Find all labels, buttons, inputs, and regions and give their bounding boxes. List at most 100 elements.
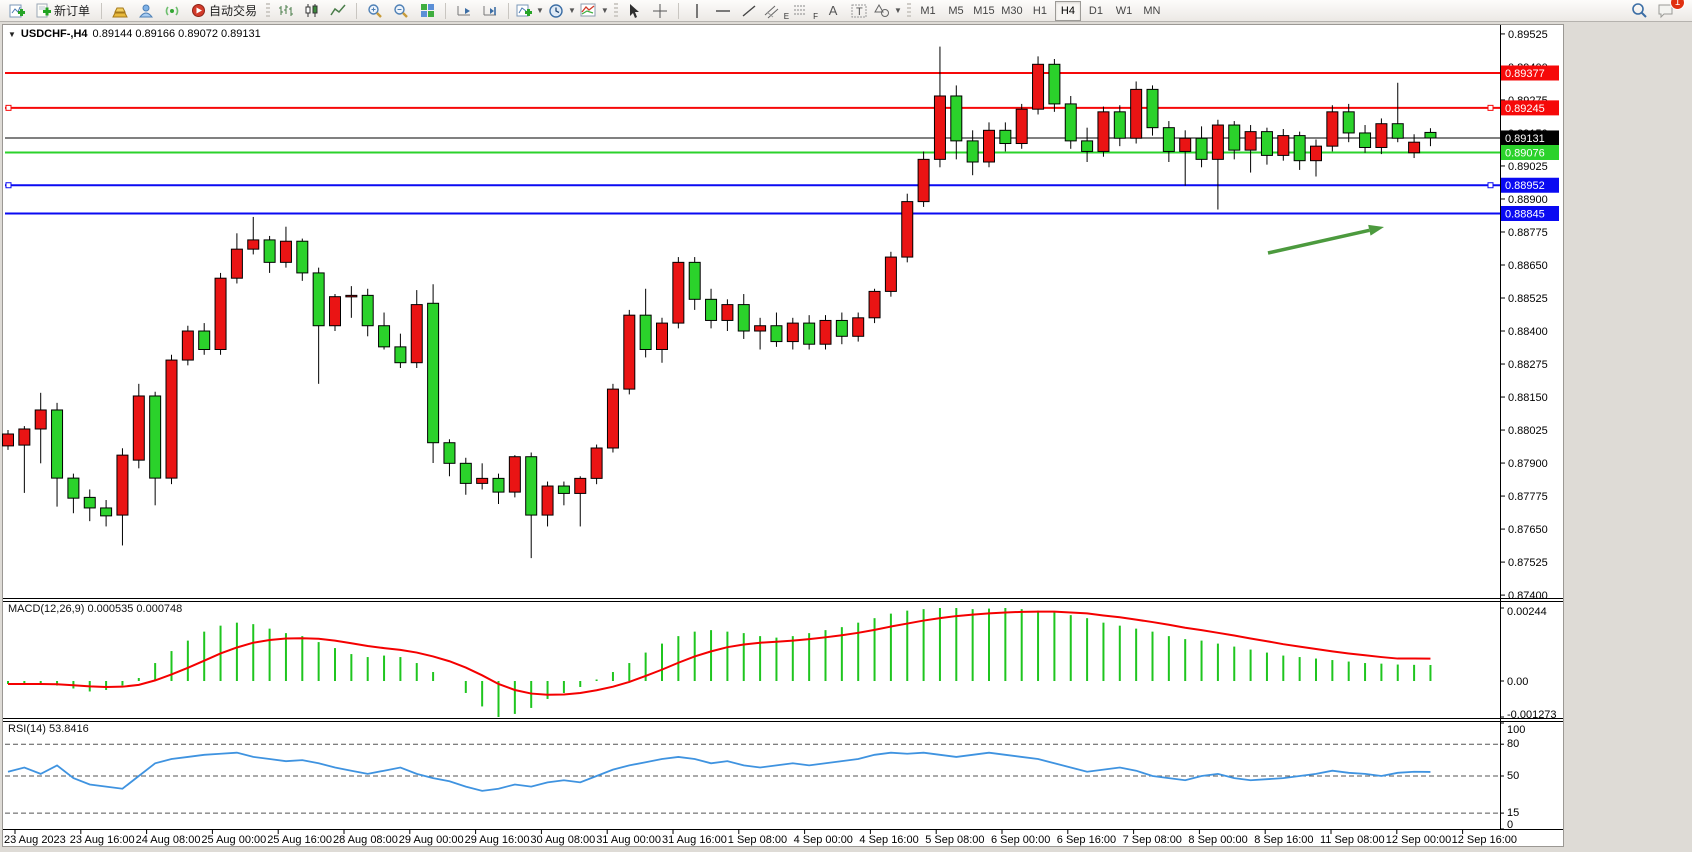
signal-button[interactable] — [159, 1, 185, 21]
chart-title: ▼ USDCHF-,H4 0.89144 0.89166 0.89072 0.8… — [8, 28, 261, 40]
cursor-icon — [629, 3, 639, 18]
auto-scroll-button[interactable] — [451, 1, 477, 21]
indicator-axes[interactable]: 0.00244 0.00 -0.001273 100 80 50 150 — [1500, 606, 1557, 831]
text-label-icon: T — [851, 4, 867, 18]
svg-text:0.88025: 0.88025 — [1508, 425, 1548, 437]
template-chart-icon — [516, 4, 533, 17]
crosshair-tool-button[interactable] — [647, 1, 673, 21]
svg-text:0.89131: 0.89131 — [1505, 133, 1545, 145]
svg-text:28 Aug 08:00: 28 Aug 08:00 — [333, 834, 398, 846]
trendline-tool-button[interactable] — [736, 1, 762, 21]
svg-text:24 Aug 08:00: 24 Aug 08:00 — [136, 834, 201, 846]
tile-windows-button[interactable] — [414, 1, 440, 21]
macd-indicator-label: MACD(12,26,9) 0.000535 0.000748 — [8, 603, 183, 615]
order-doc-icon — [36, 3, 51, 18]
timeframe-m30-button[interactable]: M30 — [1001, 4, 1023, 17]
text-tool-letter: A — [828, 3, 838, 18]
zoom-in-icon — [368, 3, 382, 18]
rsi-panel — [5, 743, 1500, 814]
svg-text:12 Sep 16:00: 12 Sep 16:00 — [1452, 834, 1517, 846]
candlestick-icon — [305, 4, 318, 17]
community-icon — [139, 4, 154, 18]
svg-text:0.88900: 0.88900 — [1508, 194, 1548, 206]
svg-text:4 Sep 16:00: 4 Sep 16:00 — [859, 834, 918, 846]
channel-tool-button[interactable]: E — [762, 1, 791, 21]
templates-button[interactable]: ▼ — [514, 1, 546, 21]
timeframe-h1-button[interactable]: H1 — [1032, 4, 1047, 17]
zoom-out-button[interactable] — [388, 1, 414, 21]
cursor-tool-button[interactable] — [621, 1, 647, 21]
notifications-button[interactable]: 1 — [1652, 0, 1685, 21]
trendline-icon — [742, 4, 756, 17]
svg-text:1 Sep 08:00: 1 Sep 08:00 — [728, 834, 787, 846]
auto-scroll-icon — [457, 6, 471, 16]
one-click-trading-toggle-icon[interactable]: ▼ — [8, 29, 16, 39]
label-tool-button[interactable]: T — [846, 1, 872, 21]
trend-arrow-annotation[interactable] — [1267, 224, 1384, 255]
line-chart-button[interactable] — [325, 1, 351, 21]
vertical-line-tool-button[interactable] — [684, 1, 710, 21]
auto-trading-label: 自动交易 — [209, 4, 258, 18]
community-button[interactable] — [133, 1, 159, 21]
text-tool-button[interactable]: A — [820, 1, 846, 21]
svg-text:6 Sep 16:00: 6 Sep 16:00 — [1057, 834, 1116, 846]
svg-text:0.89076: 0.89076 — [1505, 147, 1545, 159]
bar-chart-button[interactable] — [273, 1, 299, 21]
svg-text:29 Aug 00:00: 29 Aug 00:00 — [399, 834, 464, 846]
timeframe-mn-button[interactable]: MN — [1143, 4, 1161, 17]
svg-text:23 Aug 16:00: 23 Aug 16:00 — [70, 834, 135, 846]
svg-text:0.88845: 0.88845 — [1505, 208, 1545, 220]
crosshair-icon — [652, 3, 667, 18]
svg-text:23 Aug 2023: 23 Aug 2023 — [4, 834, 66, 846]
indicators-button[interactable]: ▼ — [578, 1, 611, 21]
gold-button[interactable] — [107, 1, 133, 21]
timeframe-m1-button[interactable]: M1 — [920, 4, 936, 17]
dropdown-arrow-icon: ▼ — [536, 6, 544, 15]
dropdown-arrow-icon: ▼ — [600, 6, 609, 15]
toolbar-separator — [677, 2, 679, 19]
level-handle — [5, 104, 12, 111]
svg-text:8 Sep 16:00: 8 Sep 16:00 — [1254, 834, 1313, 846]
svg-text:0.89525: 0.89525 — [1508, 29, 1548, 41]
fibonacci-icon — [794, 5, 807, 14]
timeframe-m5-button[interactable]: M5 — [948, 4, 964, 17]
zoom-out-icon — [394, 3, 408, 18]
auto-trading-button[interactable]: 自动交易 — [185, 1, 263, 21]
shapes-tool-button[interactable]: ▼ — [872, 1, 904, 21]
svg-text:50: 50 — [1507, 770, 1519, 782]
chart-shift-icon — [483, 6, 497, 16]
zoom-in-button[interactable] — [362, 1, 388, 21]
period-button[interactable]: ▼ — [546, 1, 578, 21]
chart-shift-button[interactable] — [477, 1, 503, 21]
svg-text:0.00244: 0.00244 — [1507, 606, 1547, 618]
timeframe-h4-button[interactable]: H4 — [1054, 0, 1081, 21]
notification-badge: 1 — [1670, 0, 1685, 10]
level-handle — [5, 182, 12, 189]
timeframe-d1-button[interactable]: D1 — [1088, 4, 1103, 17]
new-chart-button[interactable] — [4, 1, 30, 21]
svg-text:0.88952: 0.88952 — [1505, 180, 1545, 192]
main-toolbar: 新订单 自动交易 — [0, 0, 1692, 22]
svg-text:0.87775: 0.87775 — [1508, 491, 1548, 503]
channel-letter: E — [783, 11, 790, 21]
svg-text:0.88400: 0.88400 — [1508, 326, 1548, 338]
candlestick-chart-button[interactable] — [299, 1, 325, 21]
fibonacci-tool-button[interactable]: F — [791, 1, 820, 21]
svg-text:4 Sep 00:00: 4 Sep 00:00 — [794, 834, 853, 846]
toolbar-separator — [445, 2, 447, 19]
search-button[interactable] — [1626, 1, 1652, 21]
timeframe-w1-button[interactable]: W1 — [1115, 4, 1133, 17]
svg-text:5 Sep 08:00: 5 Sep 08:00 — [925, 834, 984, 846]
new-order-button[interactable]: 新订单 — [30, 1, 96, 21]
svg-text:11 Sep 08:00: 11 Sep 08:00 — [1320, 834, 1385, 846]
svg-text:0.88525: 0.88525 — [1508, 293, 1548, 305]
rsi-indicator-label: RSI(14) 53.8416 — [8, 723, 89, 735]
shapes-icon — [874, 3, 890, 17]
toolbar-grip — [613, 2, 618, 19]
svg-text:29 Aug 16:00: 29 Aug 16:00 — [465, 834, 530, 846]
horizontal-level-lines[interactable] — [5, 72, 1500, 215]
time-axis[interactable]: 23 Aug 2023 23 Aug 16:00 24 Aug 08:00 25 Au… — [4, 830, 1517, 846]
timeframe-m15-button[interactable]: M15 — [973, 4, 995, 17]
horizontal-line-tool-button[interactable] — [710, 1, 736, 21]
